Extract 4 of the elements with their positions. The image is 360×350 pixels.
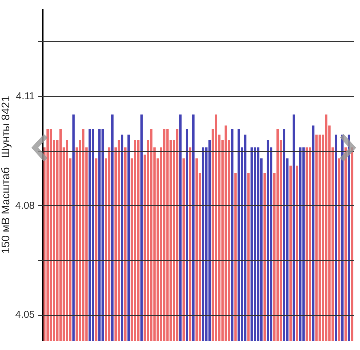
y-tick-label: 4.05 [16, 310, 36, 322]
y-tick-label: 4.08 [16, 200, 36, 212]
y-axis-title: 150 мВ Масштаб Шунты 8421 [0, 96, 13, 254]
y-tick-label: 4.11 [16, 91, 36, 102]
